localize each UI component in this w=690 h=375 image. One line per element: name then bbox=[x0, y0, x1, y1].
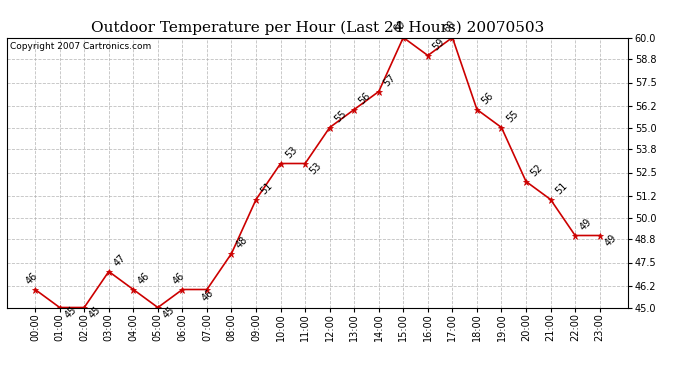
Text: 55: 55 bbox=[504, 109, 520, 125]
Text: 53: 53 bbox=[284, 145, 299, 161]
Text: 48: 48 bbox=[235, 235, 250, 251]
Text: 60: 60 bbox=[442, 19, 457, 35]
Text: 51: 51 bbox=[259, 181, 275, 197]
Text: 51: 51 bbox=[553, 181, 569, 197]
Text: Copyright 2007 Cartronics.com: Copyright 2007 Cartronics.com bbox=[10, 42, 151, 51]
Text: 52: 52 bbox=[529, 163, 544, 179]
Text: 56: 56 bbox=[357, 91, 373, 107]
Text: 56: 56 bbox=[480, 91, 495, 107]
Text: 46: 46 bbox=[200, 288, 216, 303]
Text: 59: 59 bbox=[431, 37, 446, 53]
Text: 60: 60 bbox=[392, 19, 408, 35]
Text: 46: 46 bbox=[24, 271, 40, 287]
Title: Outdoor Temperature per Hour (Last 24 Hours) 20070503: Outdoor Temperature per Hour (Last 24 Ho… bbox=[91, 21, 544, 35]
Text: 45: 45 bbox=[161, 304, 177, 320]
Text: 45: 45 bbox=[63, 304, 78, 320]
Text: 47: 47 bbox=[112, 253, 128, 269]
Text: 46: 46 bbox=[171, 271, 187, 287]
Text: 49: 49 bbox=[578, 217, 593, 233]
Text: 53: 53 bbox=[308, 160, 324, 176]
Text: 55: 55 bbox=[333, 109, 348, 125]
Text: 46: 46 bbox=[136, 271, 152, 287]
Text: 45: 45 bbox=[87, 304, 103, 320]
Text: 49: 49 bbox=[602, 232, 618, 248]
Text: 57: 57 bbox=[382, 73, 397, 89]
